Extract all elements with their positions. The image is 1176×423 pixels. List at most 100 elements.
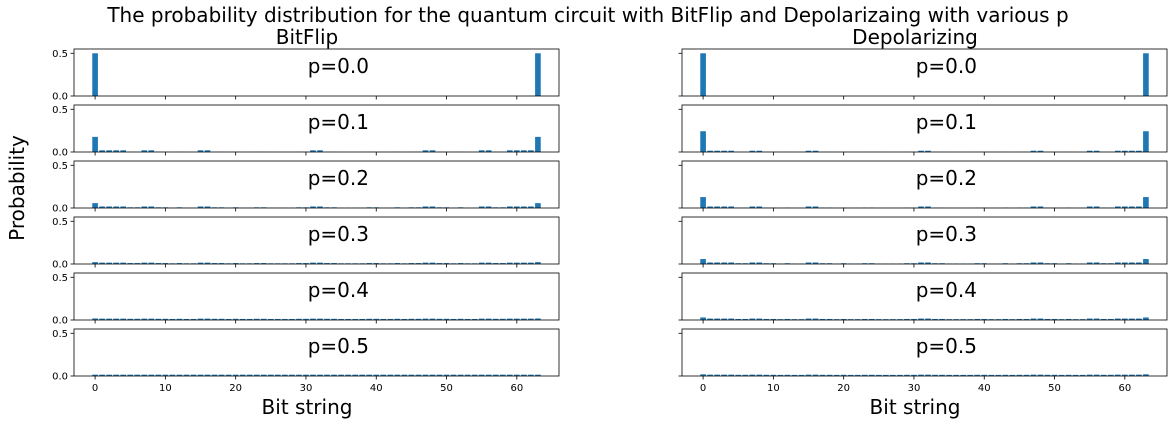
- bar: [1122, 318, 1128, 320]
- bar: [756, 262, 763, 264]
- bar: [408, 318, 415, 320]
- subplot-depolarizing-0: p=0.0: [678, 48, 1168, 100]
- bar: [303, 374, 309, 376]
- bar: [169, 374, 176, 376]
- bar: [380, 318, 387, 320]
- bar: [911, 318, 917, 320]
- bar: [960, 374, 966, 376]
- bar: [373, 318, 380, 320]
- bar: [127, 263, 134, 264]
- bar: [1072, 319, 1079, 320]
- bar: [478, 318, 485, 320]
- p-label: p=0.0: [308, 54, 369, 78]
- bar: [1129, 150, 1135, 152]
- bar: [707, 262, 713, 264]
- bar: [190, 318, 197, 320]
- bar: [415, 318, 422, 320]
- bar: [92, 318, 98, 320]
- bar: [1093, 206, 1100, 208]
- bar: [1037, 150, 1044, 152]
- axes-frame: [73, 328, 560, 377]
- bar: [1030, 374, 1037, 376]
- bar: [700, 131, 706, 152]
- bar: [141, 374, 148, 376]
- bar: [99, 374, 105, 376]
- bar: [784, 318, 791, 320]
- bar: [253, 318, 260, 320]
- bar: [1143, 53, 1149, 96]
- bar: [749, 206, 756, 208]
- bar: [514, 150, 520, 152]
- bar: [429, 318, 436, 320]
- bar: [819, 374, 826, 376]
- bar: [728, 150, 735, 152]
- bar: [897, 319, 903, 320]
- bar: [812, 318, 819, 320]
- bar: [1122, 374, 1128, 376]
- bar: [225, 374, 232, 376]
- bar: [946, 319, 952, 320]
- bar: [99, 262, 105, 264]
- bar: [218, 318, 225, 320]
- bar: [239, 374, 246, 376]
- subplot-bitflip-3: 0.0 0.5 p=0.3: [52, 216, 560, 271]
- bar: [721, 206, 727, 208]
- bar: [791, 374, 798, 376]
- bar: [260, 318, 267, 320]
- bar: [268, 374, 274, 376]
- subplot-depolarizing-2: p=0.2: [678, 160, 1168, 212]
- subplot-bitflip-4: 0.0 0.5 p=0.4: [52, 272, 560, 327]
- bar: [422, 206, 429, 208]
- bar: [345, 374, 351, 376]
- bar: [798, 319, 805, 320]
- bar: [1114, 262, 1121, 264]
- bar: [535, 318, 541, 320]
- bar: [148, 206, 155, 208]
- bar: [756, 206, 763, 208]
- bar: [253, 374, 260, 376]
- bar: [840, 318, 847, 320]
- y-tick-label: 0.0: [52, 148, 68, 159]
- bar: [1016, 318, 1023, 320]
- bar: [918, 374, 924, 376]
- bar: [981, 318, 988, 320]
- bar: [700, 374, 706, 376]
- bar: [770, 374, 777, 376]
- bar: [535, 136, 541, 152]
- x-tick-label: 30: [908, 383, 921, 394]
- bar: [197, 206, 204, 208]
- bar: [352, 318, 358, 320]
- bar: [422, 150, 429, 152]
- bar: [1093, 318, 1100, 320]
- x-tick-label: 60: [1118, 383, 1131, 394]
- bar: [1100, 374, 1107, 376]
- bar: [749, 374, 756, 376]
- x-tick-label: 40: [370, 383, 383, 394]
- x-tick-label: 40: [978, 383, 991, 394]
- bar: [106, 150, 112, 152]
- bar: [735, 374, 742, 376]
- bar: [471, 374, 478, 376]
- bar: [819, 318, 826, 320]
- bar: [120, 262, 127, 264]
- bar: [310, 318, 316, 320]
- y-axis-label: Probability: [5, 135, 29, 241]
- bar: [967, 374, 973, 376]
- bar: [211, 374, 218, 376]
- bar: [478, 374, 485, 376]
- bar: [890, 374, 896, 376]
- bar: [514, 206, 520, 208]
- p-label: p=0.3: [308, 222, 369, 246]
- bar: [1143, 197, 1149, 208]
- bar: [134, 318, 141, 320]
- bar: [162, 318, 169, 320]
- bar: [1136, 206, 1142, 208]
- bar: [113, 206, 119, 208]
- bar: [1016, 374, 1023, 376]
- bar: [728, 374, 735, 376]
- bar: [183, 318, 190, 320]
- bar: [366, 318, 373, 320]
- bar: [359, 374, 365, 376]
- bar: [812, 206, 819, 208]
- bar: [408, 263, 415, 264]
